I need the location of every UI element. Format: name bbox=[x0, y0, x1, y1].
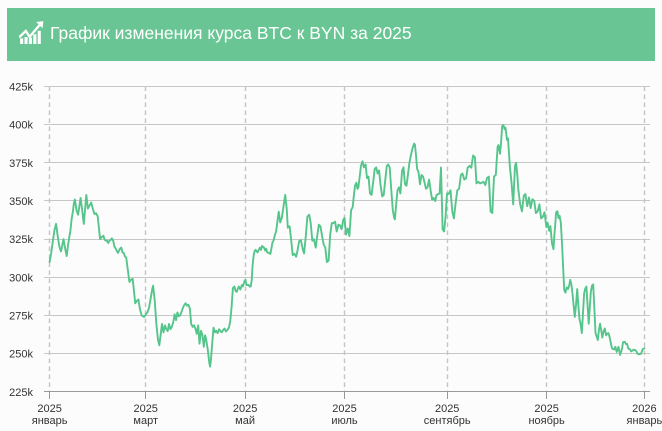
svg-text:350k: 350k bbox=[9, 196, 33, 208]
svg-text:май: май bbox=[235, 415, 255, 427]
svg-text:2025: 2025 bbox=[534, 403, 558, 415]
svg-text:250k: 250k bbox=[9, 349, 33, 361]
svg-text:425k: 425k bbox=[9, 82, 33, 94]
svg-text:2025: 2025 bbox=[332, 403, 356, 415]
svg-text:225k: 225k bbox=[9, 387, 33, 399]
svg-text:январь: январь bbox=[627, 415, 662, 427]
svg-text:июль: июль bbox=[331, 415, 358, 427]
svg-text:2025: 2025 bbox=[233, 403, 257, 415]
svg-text:2025: 2025 bbox=[37, 403, 61, 415]
svg-text:2025: 2025 bbox=[435, 403, 459, 415]
svg-text:март: март bbox=[133, 415, 158, 427]
svg-text:сентябрь: сентябрь bbox=[424, 415, 471, 427]
svg-text:275k: 275k bbox=[9, 311, 33, 323]
svg-text:2026: 2026 bbox=[632, 403, 656, 415]
svg-text:375k: 375k bbox=[9, 158, 33, 170]
svg-text:300k: 300k bbox=[9, 272, 33, 284]
svg-text:2025: 2025 bbox=[133, 403, 157, 415]
svg-text:400k: 400k bbox=[9, 120, 33, 132]
svg-text:январь: январь bbox=[32, 415, 68, 427]
svg-text:325k: 325k bbox=[9, 234, 33, 246]
svg-text:ноябрь: ноябрь bbox=[528, 415, 565, 427]
